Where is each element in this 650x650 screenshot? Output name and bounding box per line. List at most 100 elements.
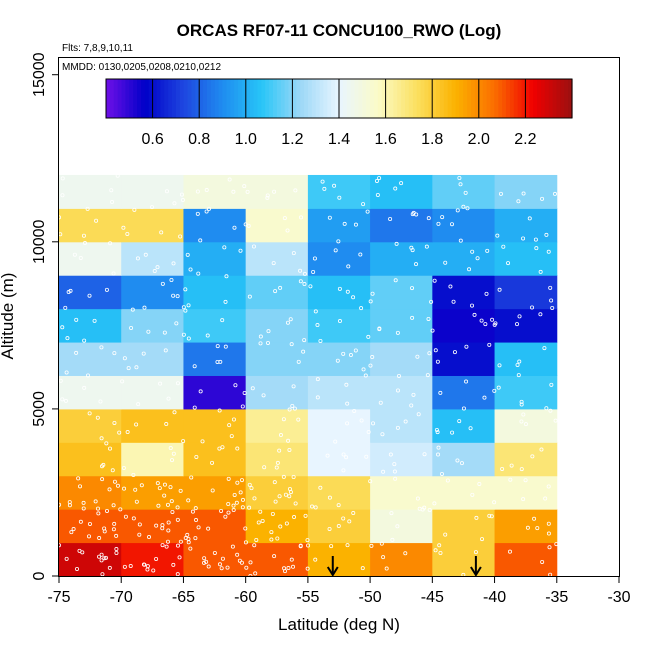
observation-point <box>443 260 448 265</box>
observation-point <box>237 558 242 563</box>
observation-point <box>212 550 217 555</box>
observation-point <box>424 244 429 249</box>
heatmap-cell <box>307 475 371 510</box>
observation-point <box>496 385 501 390</box>
observation-point <box>227 423 232 428</box>
observation-point <box>426 216 431 221</box>
colorbar-swatch <box>564 79 569 118</box>
colorbar-swatch <box>172 79 177 118</box>
colorbar-swatch <box>342 79 348 118</box>
observation-point <box>312 256 317 261</box>
colorbar-swatch <box>455 79 460 118</box>
colorbar-tick-label: 0.8 <box>188 131 210 148</box>
observation-point <box>64 370 69 375</box>
observation-point <box>461 204 466 209</box>
observation-point <box>198 389 203 394</box>
observation-point <box>256 520 261 525</box>
observation-point <box>539 447 544 452</box>
colorbar-tick-label: 1.8 <box>421 131 443 148</box>
observation-point <box>229 434 234 439</box>
observation-point <box>137 522 142 527</box>
observation-point <box>521 236 526 241</box>
observation-point <box>151 568 156 573</box>
observation-point <box>226 501 231 506</box>
observation-point <box>158 381 163 386</box>
observation-point <box>202 556 207 561</box>
heatmap-cell <box>121 408 184 443</box>
observation-point <box>384 566 389 571</box>
observation-point <box>220 318 225 323</box>
observation-point <box>252 496 257 501</box>
observation-point <box>303 513 308 518</box>
observation-point <box>217 562 222 567</box>
colorbar-swatch <box>436 79 441 118</box>
observation-point <box>523 422 528 427</box>
observation-point <box>507 549 512 554</box>
colorbar-swatch <box>339 79 344 118</box>
colorbar-swatch <box>296 79 301 118</box>
observation-point <box>392 469 397 474</box>
observation-point <box>160 543 165 548</box>
observation-point <box>240 404 245 409</box>
observation-point <box>166 520 171 525</box>
observation-point <box>186 336 191 341</box>
observation-point <box>57 215 62 220</box>
observation-point <box>164 422 169 427</box>
observation-point <box>375 193 380 198</box>
observation-point <box>227 177 232 182</box>
colorbar-swatch <box>168 79 173 118</box>
heatmap-cell <box>370 208 433 243</box>
observation-point <box>519 402 524 407</box>
observation-point <box>455 458 460 463</box>
observation-point <box>438 390 443 395</box>
observation-point <box>235 552 240 557</box>
heatmap-cell <box>245 542 309 577</box>
y-axis: 0 5000 10000 15000 <box>31 52 59 580</box>
observation-point <box>226 510 231 515</box>
observation-point <box>165 539 170 544</box>
colorbar-swatch <box>133 79 138 118</box>
observation-point <box>389 511 394 516</box>
observation-point <box>235 480 240 485</box>
observation-point <box>538 312 543 317</box>
colorbar-swatch <box>502 79 507 118</box>
observation-point <box>108 446 113 451</box>
observation-point <box>281 474 286 479</box>
observation-point <box>175 505 180 510</box>
observation-point <box>247 505 252 510</box>
observation-point <box>552 191 557 196</box>
observation-point <box>74 350 79 355</box>
observation-point <box>186 303 191 308</box>
observation-point <box>325 453 330 458</box>
heatmap-cell <box>121 308 184 343</box>
observation-point <box>548 408 553 413</box>
observation-point <box>335 358 340 363</box>
observation-point <box>251 244 256 249</box>
observation-point <box>232 225 237 230</box>
colorbar-swatch <box>381 79 387 118</box>
colorbar-swatch <box>214 79 220 118</box>
colorbar-swatch <box>548 79 554 118</box>
observation-point <box>114 550 119 555</box>
observation-point <box>301 349 306 354</box>
observation-point <box>164 544 169 549</box>
observation-point <box>519 467 524 472</box>
observation-point <box>298 268 303 273</box>
observation-point <box>430 328 435 333</box>
heatmap-cell <box>432 408 496 443</box>
observation-point <box>131 516 136 521</box>
colorbar-swatch <box>552 79 558 118</box>
colorbar-swatch <box>253 79 259 118</box>
heatmap-cell <box>307 542 371 577</box>
observation-point <box>341 452 346 457</box>
x-tick-label: -40 <box>483 589 506 606</box>
observation-point <box>366 334 371 339</box>
heatmap-cell <box>183 174 247 209</box>
colorbar-swatch <box>416 79 422 118</box>
observation-point <box>230 544 235 549</box>
observation-point <box>171 261 176 266</box>
colorbar-swatch <box>443 79 449 118</box>
observation-point <box>166 528 171 533</box>
observation-point <box>425 373 430 378</box>
x-tick-label: -55 <box>296 589 319 606</box>
